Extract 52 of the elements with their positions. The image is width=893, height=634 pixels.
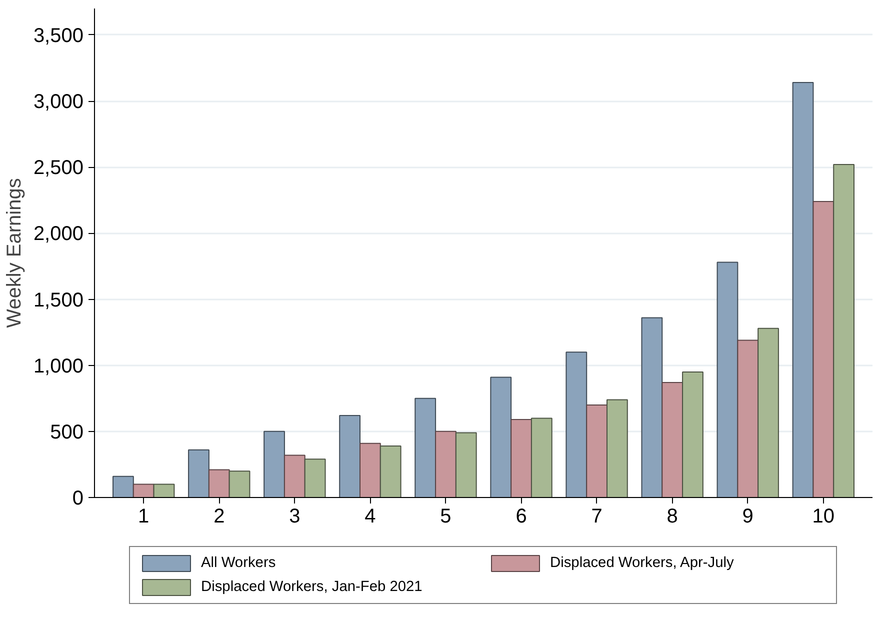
bar [833,164,854,498]
y-tick-label: 2,500 [33,157,84,180]
bar [566,352,588,498]
bar [490,376,512,498]
bar [455,432,477,498]
bar [339,415,360,498]
bar [682,371,704,498]
bar [132,484,154,498]
bar [153,484,175,498]
x-tick-label: 1 [138,506,150,528]
y-tick-label: 1,000 [33,355,84,378]
x-tick-label: 2 [214,506,225,528]
bar [606,399,628,498]
bar [208,469,230,498]
y-tick-label: 500 [50,421,84,444]
legend-label: Displaced Workers, Jan-Feb 2021 [201,579,424,595]
bar [662,382,684,498]
bar [264,430,285,498]
bar [112,476,134,498]
bar [812,200,834,498]
bar [414,398,436,498]
bar [284,454,306,498]
bar [510,419,532,498]
x-tick-label: 10 [812,506,835,528]
bar [530,418,552,498]
legend-label: All Workers [201,555,277,571]
legend-label: Displaced Workers, Apr-July [550,555,735,571]
bar [380,445,402,498]
x-tick-label: 9 [742,506,754,528]
x-tick-label: 3 [289,506,300,528]
x-tick-label: 7 [591,506,602,528]
bar [188,449,210,498]
bar [716,262,738,498]
y-axis-title: Weekly Earnings [3,178,26,328]
bar [304,458,326,498]
x-tick-label: 8 [666,506,678,528]
bar [641,317,663,498]
bar [792,82,814,498]
x-tick-label: 6 [516,506,527,528]
y-tick-label: 1,500 [33,289,84,312]
x-tick-label: 5 [440,506,452,528]
x-tick-label: 4 [364,506,376,528]
y-tick-label: 3,000 [33,91,84,114]
bar [435,430,456,498]
bar [758,328,779,498]
y-tick-label: 3,500 [33,24,84,47]
y-tick-label: 0 [72,488,84,510]
y-tick-label: 2,000 [33,223,84,246]
bar [737,340,759,498]
bar [228,470,250,498]
bar [586,404,608,498]
bar [360,442,381,498]
